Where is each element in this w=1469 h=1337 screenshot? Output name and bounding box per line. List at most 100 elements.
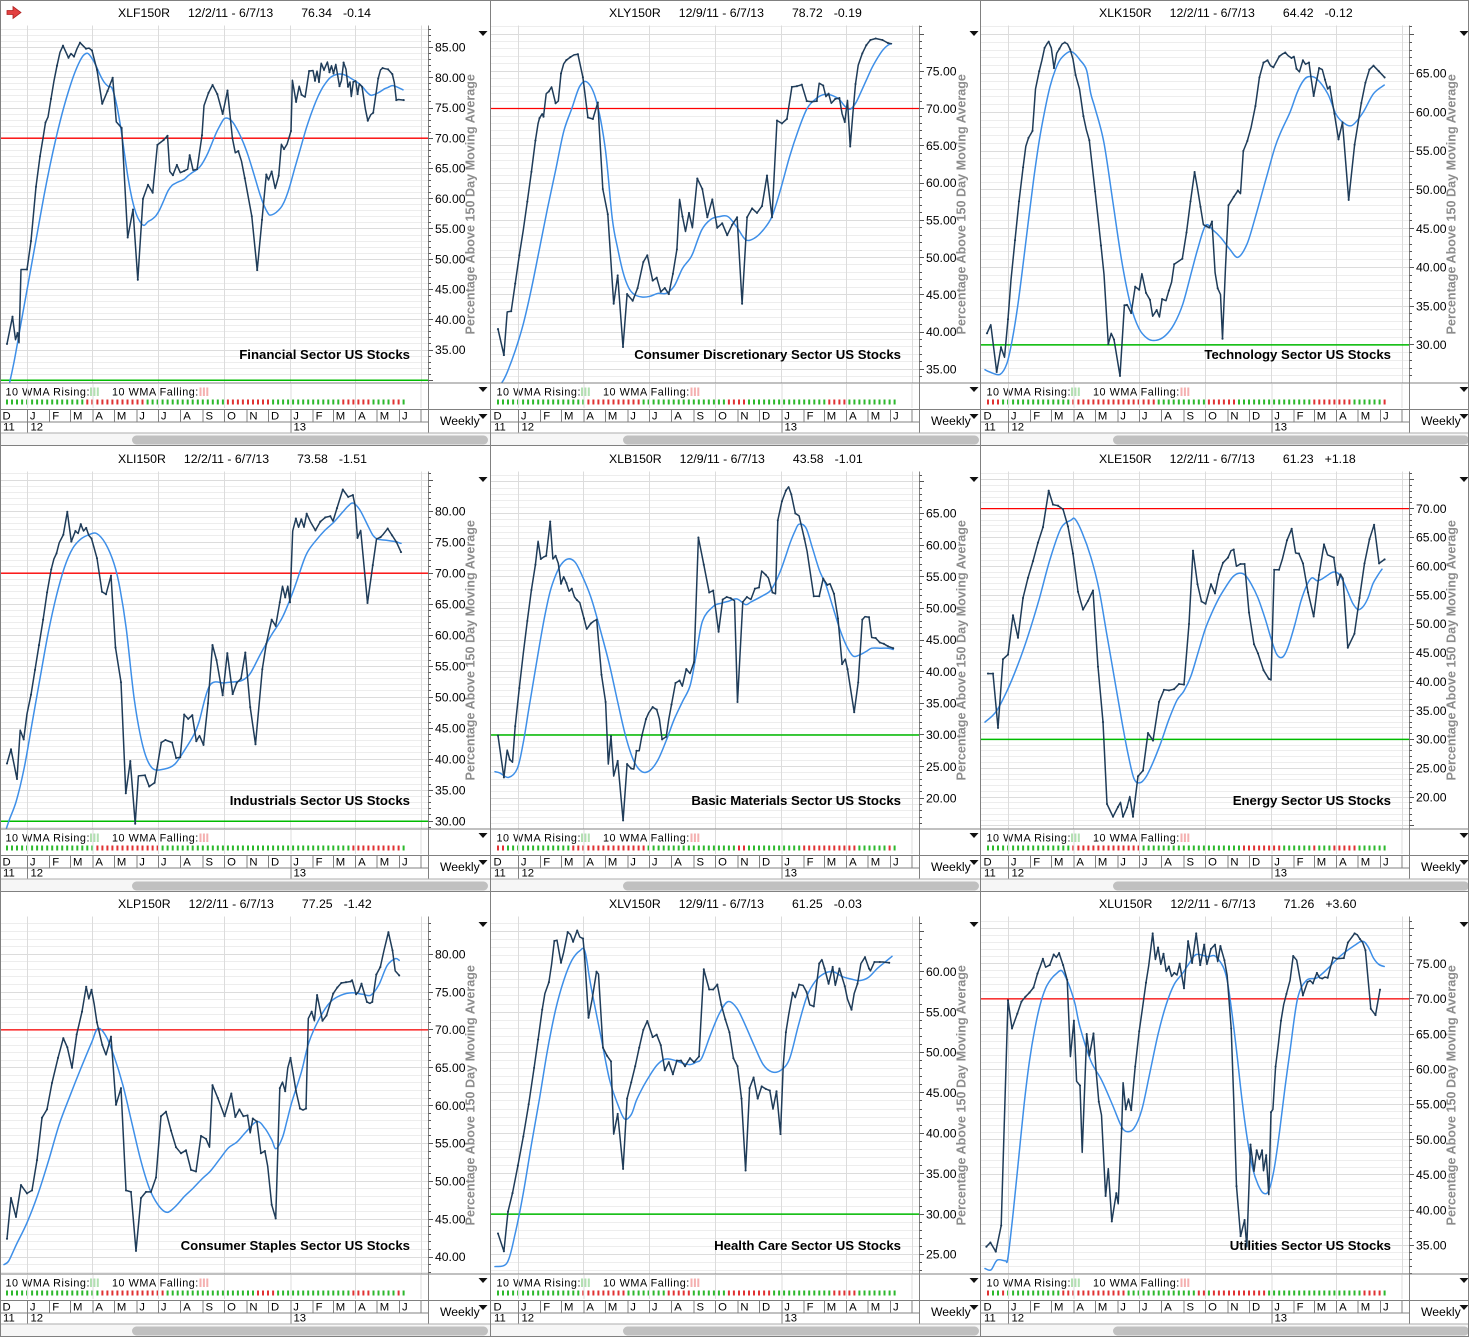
svg-text:A: A	[849, 856, 857, 868]
svg-text:10 WMA Falling:: 10 WMA Falling:	[603, 832, 690, 844]
svg-text:12: 12	[1012, 1313, 1025, 1325]
svg-text:J: J	[1142, 856, 1148, 868]
svg-text:M: M	[827, 1302, 836, 1314]
svg-text:13: 13	[785, 867, 798, 879]
svg-text:S: S	[1187, 1302, 1195, 1314]
svg-text:75.00: 75.00	[435, 986, 466, 1000]
svg-text:F: F	[1297, 410, 1304, 422]
svg-text:50.00: 50.00	[435, 1175, 466, 1189]
svg-text:M: M	[608, 410, 617, 422]
svg-text:Utilities Sector US Stocks: Utilities Sector US Stocks	[1230, 1238, 1391, 1253]
svg-text:F: F	[1033, 410, 1040, 422]
svg-text:J: J	[402, 1302, 408, 1314]
svg-text:25.00: 25.00	[926, 759, 957, 773]
svg-text:Percentage Above 150 Day Movin: Percentage Above 150 Day Moving Average	[1445, 520, 1459, 780]
svg-text:10 WMA Rising:: 10 WMA Rising:	[497, 832, 582, 844]
svg-text:Industrials Sector US Stocks: Industrials Sector US Stocks	[230, 793, 410, 808]
svg-text:13: 13	[294, 867, 307, 879]
svg-text:55.00: 55.00	[435, 1137, 466, 1151]
svg-text:F: F	[52, 410, 59, 422]
svg-text:65.00: 65.00	[435, 597, 466, 611]
svg-text:A: A	[183, 1302, 191, 1314]
svg-text:A: A	[1076, 410, 1084, 422]
svg-text:75.00: 75.00	[435, 535, 466, 549]
svg-text:Weekly: Weekly	[1421, 1305, 1462, 1319]
svg-text:55.00: 55.00	[926, 570, 957, 584]
svg-text:35.00: 35.00	[1416, 703, 1447, 717]
svg-text:J: J	[893, 410, 899, 422]
svg-text:N: N	[1230, 410, 1238, 422]
svg-text:45.00: 45.00	[926, 1086, 957, 1100]
svg-text:M: M	[117, 1302, 126, 1314]
svg-text:D: D	[762, 410, 770, 422]
svg-text:A: A	[849, 1302, 857, 1314]
svg-text:Percentage Above 150 Day Movin: Percentage Above 150 Day Moving Average	[464, 520, 478, 780]
svg-text:N: N	[1230, 1302, 1238, 1314]
svg-text:60.00: 60.00	[435, 1099, 466, 1113]
svg-text:M: M	[827, 410, 836, 422]
svg-text:10 WMA Rising:: 10 WMA Rising:	[497, 1278, 582, 1290]
svg-text:65.00: 65.00	[1416, 530, 1447, 544]
svg-text:40.00: 40.00	[1416, 675, 1447, 689]
svg-text:Weekly: Weekly	[1421, 414, 1462, 428]
svg-text:40.00: 40.00	[926, 665, 957, 679]
svg-text:13: 13	[1275, 422, 1288, 434]
svg-text:50.00: 50.00	[435, 252, 466, 266]
svg-text:M: M	[1098, 410, 1107, 422]
svg-text:D: D	[762, 856, 770, 868]
svg-text:55.00: 55.00	[1416, 1098, 1447, 1112]
svg-text:F: F	[807, 410, 814, 422]
svg-text:11: 11	[3, 867, 15, 879]
svg-text:F: F	[1033, 1302, 1040, 1314]
svg-text:35.00: 35.00	[926, 696, 957, 710]
svg-text:A: A	[1339, 856, 1347, 868]
svg-text:O: O	[227, 1302, 236, 1314]
svg-text:J: J	[1383, 410, 1389, 422]
svg-text:M: M	[871, 856, 880, 868]
svg-text:60.00: 60.00	[1416, 1063, 1447, 1077]
svg-text:11: 11	[3, 1313, 15, 1325]
svg-text:N: N	[249, 856, 257, 868]
svg-text:M: M	[564, 856, 573, 868]
svg-text:M: M	[380, 1302, 389, 1314]
svg-text:S: S	[697, 1302, 705, 1314]
svg-text:10 WMA Falling:: 10 WMA Falling:	[112, 387, 199, 399]
svg-text:S: S	[206, 856, 214, 868]
svg-text:60.00: 60.00	[1416, 106, 1447, 120]
svg-text:Weekly: Weekly	[931, 860, 972, 874]
svg-text:M: M	[1361, 1302, 1370, 1314]
svg-text:Percentage Above 150 Day Movin: Percentage Above 150 Day Moving Average	[464, 965, 478, 1225]
svg-text:50.00: 50.00	[435, 690, 466, 704]
svg-text:D: D	[494, 856, 502, 868]
svg-text:J: J	[1011, 1302, 1017, 1314]
svg-text:65.00: 65.00	[1416, 67, 1447, 81]
svg-text:A: A	[586, 856, 594, 868]
svg-text:D: D	[271, 410, 279, 422]
svg-text:Consumer Discretionary Sector: Consumer Discretionary Sector US Stocks	[634, 347, 901, 362]
svg-text:40.00: 40.00	[1416, 1204, 1447, 1218]
svg-text:N: N	[249, 410, 257, 422]
svg-text:D: D	[984, 410, 992, 422]
svg-text:M: M	[1317, 410, 1326, 422]
svg-text:M: M	[1317, 1302, 1326, 1314]
svg-text:M: M	[117, 856, 126, 868]
svg-text:70.00: 70.00	[435, 566, 466, 580]
svg-text:D: D	[3, 1302, 11, 1314]
svg-text:60.00: 60.00	[926, 965, 957, 979]
svg-text:50.00: 50.00	[926, 601, 957, 615]
svg-text:35.00: 35.00	[435, 343, 466, 357]
svg-text:50.00: 50.00	[1416, 617, 1447, 631]
svg-text:65.00: 65.00	[926, 506, 957, 520]
svg-text:25.00: 25.00	[926, 1248, 957, 1262]
svg-text:13: 13	[1275, 1313, 1288, 1325]
svg-text:J: J	[1011, 856, 1017, 868]
svg-text:M: M	[73, 1302, 82, 1314]
svg-text:10 WMA Falling:: 10 WMA Falling:	[112, 1278, 199, 1290]
svg-text:O: O	[718, 856, 727, 868]
svg-text:A: A	[1339, 410, 1347, 422]
svg-text:J: J	[784, 1302, 790, 1314]
